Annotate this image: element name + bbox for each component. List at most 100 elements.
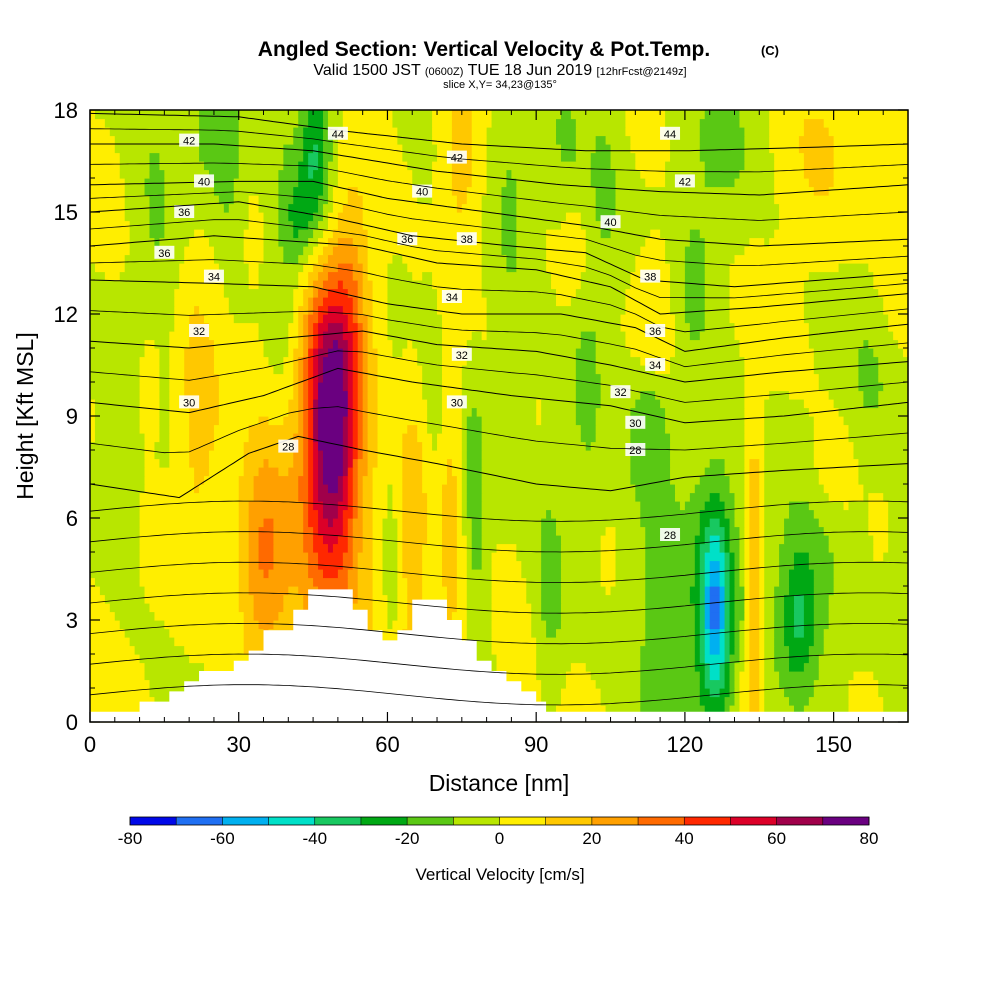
velocity-cell — [129, 637, 175, 647]
velocity-cell — [699, 135, 745, 145]
velocity-cell — [124, 212, 151, 222]
velocity-cell — [749, 552, 760, 562]
velocity-cell — [645, 569, 696, 579]
velocity-cell — [298, 475, 309, 485]
velocity-cell — [635, 263, 671, 273]
velocity-cell — [699, 679, 706, 689]
velocity-cell — [541, 679, 567, 689]
velocity-cell — [352, 543, 364, 553]
velocity-cell — [441, 518, 458, 528]
velocity-cell — [432, 169, 453, 179]
velocity-cell — [729, 569, 736, 579]
velocity-cell — [704, 679, 726, 689]
velocity-cell — [308, 280, 314, 290]
velocity-cell — [90, 645, 136, 655]
velocity-cell — [863, 339, 869, 349]
velocity-cell — [213, 365, 275, 375]
velocity-cell — [704, 280, 731, 290]
velocity-cell — [764, 696, 790, 706]
velocity-cell — [704, 637, 711, 647]
velocity-cell — [729, 654, 741, 664]
velocity-cell — [90, 390, 141, 400]
velocity-cell — [412, 178, 433, 188]
velocity-cell — [665, 416, 745, 426]
velocity-cell — [471, 552, 483, 562]
velocity-cell — [784, 518, 820, 528]
velocity-cell — [689, 331, 701, 341]
velocity-cell — [466, 509, 483, 519]
velocity-cell — [481, 450, 631, 460]
velocity-cell — [674, 348, 741, 358]
velocity-cell — [471, 169, 488, 179]
velocity-cell — [109, 603, 151, 613]
velocity-cell — [699, 586, 706, 596]
velocity-cell — [90, 424, 96, 434]
velocity-cell — [625, 339, 676, 349]
velocity-cell — [288, 339, 299, 349]
velocity-cell — [655, 390, 745, 400]
velocity-cell — [828, 611, 909, 621]
velocity-cell — [318, 373, 324, 383]
velocity-cell — [595, 416, 631, 426]
velocity-cell — [451, 161, 473, 171]
velocity-cell — [595, 407, 631, 417]
velocity-cell — [699, 654, 706, 664]
velocity-cell — [367, 390, 379, 400]
velocity-cell — [238, 603, 255, 613]
velocity-cell — [764, 416, 815, 426]
velocity-cell — [169, 365, 185, 375]
velocity-cell — [278, 237, 309, 247]
velocity-cell — [318, 560, 344, 570]
y-tick-label: 15 — [54, 200, 78, 225]
isentrope-line — [89, 219, 909, 299]
velocity-cell — [724, 637, 731, 647]
velocity-cell — [342, 110, 394, 120]
velocity-cell — [437, 441, 463, 451]
velocity-cell — [278, 195, 294, 205]
velocity-cell — [645, 620, 696, 630]
velocity-cell — [704, 237, 750, 247]
isentrope-label-text: 36 — [401, 234, 413, 246]
velocity-cell — [417, 356, 443, 366]
velocity-cell — [238, 560, 250, 570]
subtitle-forecast: [12hrFcst@2149z] — [597, 66, 687, 78]
velocity-cell — [699, 628, 706, 638]
velocity-cell — [739, 688, 750, 698]
velocity-cell — [213, 433, 250, 443]
velocity-cell — [432, 195, 458, 205]
isentrope-label-text: 30 — [629, 418, 641, 430]
velocity-cell — [342, 118, 394, 128]
velocity-cell — [407, 339, 413, 349]
velocity-cell — [789, 390, 830, 400]
velocity-cell — [337, 509, 344, 519]
velocity-cell — [729, 314, 805, 324]
velocity-cell — [288, 322, 299, 332]
velocity-cell — [759, 679, 765, 689]
velocity-cell — [149, 229, 165, 239]
velocity-cell — [764, 569, 780, 579]
velocity-cell — [402, 552, 423, 562]
velocity-cell — [878, 390, 909, 400]
velocity-cell — [491, 645, 537, 655]
isentrope-label-bg — [189, 324, 210, 337]
velocity-cell — [516, 543, 542, 553]
velocity-cell — [139, 569, 240, 579]
velocity-cell — [90, 662, 146, 672]
velocity-cell — [332, 246, 359, 256]
velocity-cell — [689, 586, 701, 596]
velocity-cell — [516, 186, 597, 196]
velocity-cell — [318, 390, 349, 400]
velocity-cell — [213, 246, 245, 256]
velocity-cell — [288, 586, 299, 596]
velocity-cell — [615, 535, 646, 545]
velocity-cell — [323, 458, 344, 468]
velocity-cell — [769, 390, 790, 400]
velocity-cell — [704, 246, 745, 256]
velocity-cell — [372, 560, 384, 570]
velocity-cell — [402, 484, 423, 494]
velocity-cell — [313, 450, 319, 460]
velocity-cell — [347, 458, 354, 468]
velocity-cell — [427, 501, 443, 511]
velocity-cell — [590, 178, 617, 188]
velocity-cell — [471, 560, 483, 570]
